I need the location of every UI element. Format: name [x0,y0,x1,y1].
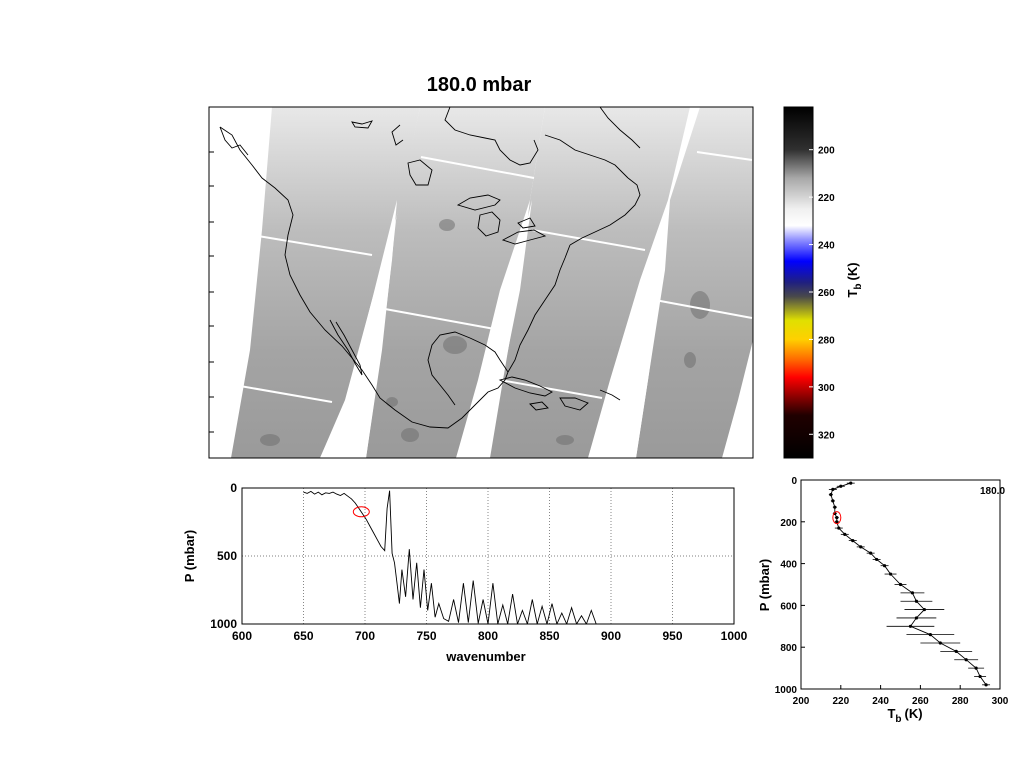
profile-xtick-label: 280 [952,696,969,707]
profile-xlabel-main: T [887,706,895,721]
swath-gap-4 [722,360,753,458]
colorbar-label-sub: b [853,283,864,289]
swath-1 [231,107,420,458]
profile-ytick-label: 0 [791,476,797,487]
colorbar-tick-label: 260 [818,288,835,299]
profile-xtick-label: 200 [793,696,810,707]
profile-xtick-label: 220 [832,696,849,707]
spectrum-ylabel: P (mbar) [182,530,197,583]
profile-line [830,482,987,686]
spectrum-line [303,490,734,624]
profile-xtick-label: 240 [872,696,889,707]
map-panel [209,107,753,458]
spectrum-ytick-label: 1000 [210,617,237,631]
swath-gap-2 [456,200,532,458]
map-ticks [209,151,214,433]
colorbar-label-unit: (K) [845,262,860,280]
profile-xtick-label: 300 [992,696,1009,707]
swath-4 [636,107,753,458]
profile-xlabel: Tb (K) [887,706,922,725]
colorbar-tick-label: 280 [818,335,835,346]
spectrum-xtick-label: 850 [539,629,559,643]
profile-highlight [832,511,842,525]
coastlines [219,107,641,429]
colorbar-label: Tb (K) [845,262,864,297]
colorbar-tick-label: 320 [818,430,835,441]
spectrum-xtick-label: 900 [601,629,621,643]
profile-ylabel: P (mbar) [757,559,772,612]
colorbar-tick-label: 200 [818,146,835,157]
map-frame [208,106,754,459]
colorbar-label-main: T [845,290,860,298]
spectrum-xtick-label: 1000 [721,629,748,643]
profile-ytick-label: 600 [780,601,797,612]
profile-xlabel-unit: (K) [905,706,923,721]
cloud-features [260,219,710,446]
spectrum-xtick-label: 750 [416,629,436,643]
spectrum-ytick-label: 0 [230,481,237,495]
swath-gap-3 [588,210,665,458]
colorbar-tick-label: 220 [818,193,835,204]
profile-xtick-label: 260 [912,696,929,707]
swath-2 [366,107,545,458]
colorbar: 200 220 240 260 280 300 320 Tb (K) [783,106,864,459]
profile-ytick-label: 400 [780,560,797,571]
scan-lines [239,151,753,403]
spectrum-xtick-label: 600 [232,629,252,643]
colorbar-gradient [783,106,814,459]
spectrum-ytick-label: 500 [217,549,237,563]
spectrum-xtick-label: 800 [478,629,498,643]
swath-gap-1 [320,200,397,458]
spectrum-frame [241,487,735,625]
spectrum-panel: 600 650 700 750 800 850 900 950 1000 0 500 1000 wav… [182,481,748,664]
colorbar-tick-label: 300 [818,383,835,394]
spectrum-xtick-label: 700 [355,629,375,643]
profile-panel: 200 220 240 260 280 300 0 200 400 600 800 1000 180.… [757,476,1009,725]
spectrum-xlabel: wavenumber [445,649,525,664]
profile-frame [800,479,1001,690]
profile-annotation: 180.0 [980,486,1005,497]
profile-ytick-label: 800 [780,643,797,654]
profile-ytick-label: 1000 [775,685,798,696]
colorbar-tick-label: 240 [818,241,835,252]
spectrum-xtick-label: 650 [293,629,313,643]
spectrum-xtick-label: 950 [662,629,682,643]
profile-ytick-label: 200 [780,518,797,529]
svg-text:Tb(K): Tb (K) [845,262,864,297]
spectrum-highlight [352,506,370,518]
chart-title: 180.0 mbar [426,74,532,96]
profile-xlabel-sub: b [895,714,901,725]
